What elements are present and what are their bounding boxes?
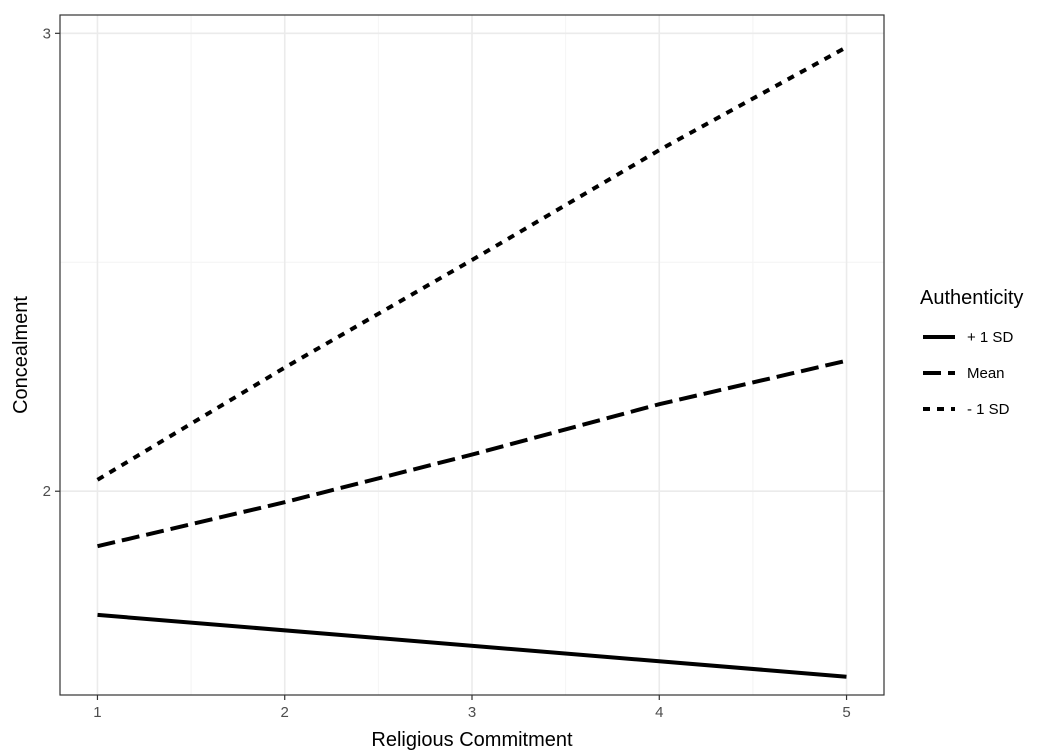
- series-line-1: [97, 612, 847, 679]
- x-tick-label: 1: [93, 704, 101, 721]
- series-line-2: [97, 358, 847, 549]
- series-lines: [96, 45, 848, 679]
- grid-lines: [60, 15, 884, 695]
- legend: Authenticity + 1 SD Mean - 1 SD: [920, 287, 1023, 418]
- x-tick-label: 2: [281, 704, 289, 721]
- legend-label-2: Mean: [967, 365, 1005, 382]
- x-tick-label: 4: [655, 704, 663, 721]
- series-line-3: [96, 45, 848, 482]
- x-tick-label: 5: [842, 704, 850, 721]
- y-tick-label: 2: [43, 483, 51, 500]
- legend-title: Authenticity: [920, 287, 1023, 309]
- axes: 1 2 3 4 5 2 3: [43, 25, 851, 721]
- y-axis-title: Concealment: [10, 296, 32, 414]
- x-axis-title: Religious Commitment: [371, 729, 573, 751]
- y-tick-label: 3: [43, 25, 51, 42]
- x-tick-label: 3: [468, 704, 476, 721]
- legend-label-3: - 1 SD: [967, 401, 1010, 418]
- legend-label-1: + 1 SD: [967, 329, 1013, 346]
